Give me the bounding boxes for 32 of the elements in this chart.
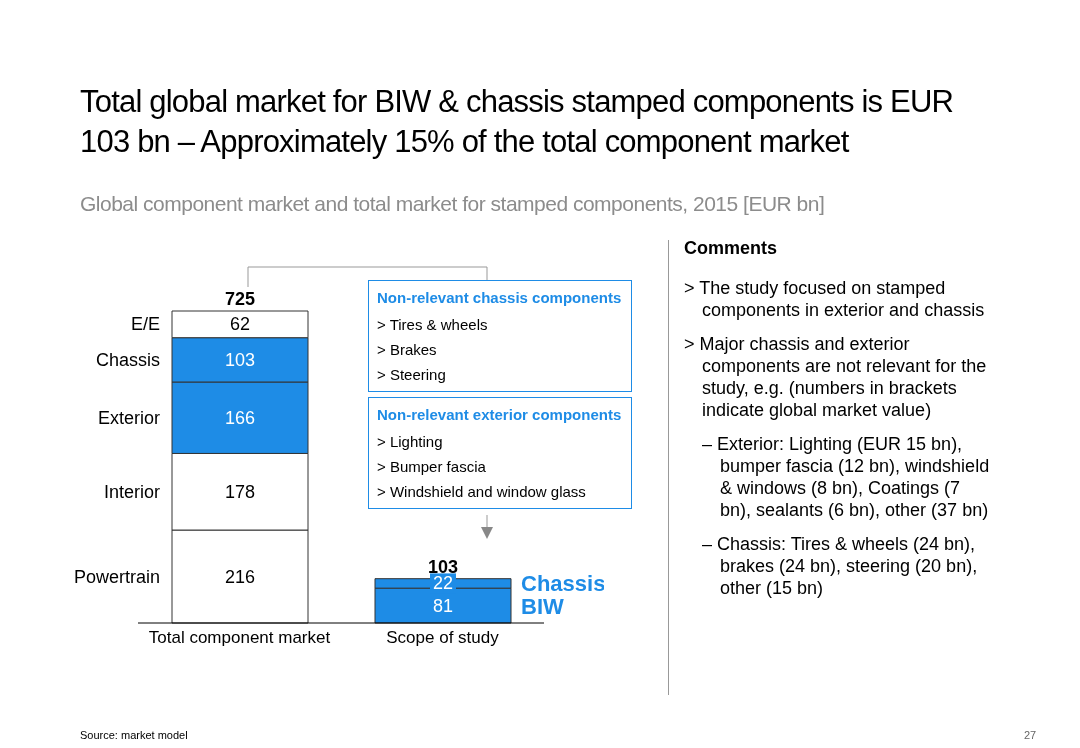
annotation: > Brakes [377, 340, 438, 360]
chart-subtitle: Global component market and total market for stamped components, 2015 [EUR bn] [80, 192, 826, 216]
data-label: 22 [432, 573, 454, 594]
series-label: Chassis [95, 349, 160, 370]
text: Non-relevant chassis components [377, 289, 623, 306]
data-label: 62 [229, 314, 251, 335]
annotation: Non-relevant exterior components [377, 406, 623, 423]
text: – Chassis: Tires & wheels (24 bn), brakes (24 bn), steering (20 bn), other (15 bn) [701, 533, 979, 599]
series-label: Powertrain [73, 566, 160, 587]
chart-title: Total global market for BIW & chassis stamped components is EUR 103 bn – Approximately 15% of the total component market [80, 83, 955, 161]
data-label: 103 [224, 349, 256, 370]
annotation: > Steering [377, 365, 447, 385]
data-label: 178 [224, 481, 256, 502]
annotation: > Tires & wheels [377, 315, 489, 335]
text: > Major chassis and exterior components are not relevant for the study, e.g. (numbers in brackets indicate global market value) [684, 333, 988, 421]
annotation: > Lighting [377, 432, 444, 452]
annotation: > Windshield and window glass [377, 482, 587, 502]
total-label: 725 [224, 289, 256, 309]
series-label: Exterior [97, 407, 161, 428]
annotation: > Bumper fascia [377, 457, 487, 477]
text: 27 [1024, 728, 1037, 742]
series-label: Interior [103, 481, 160, 502]
source-note: Source: market model [80, 728, 188, 742]
text: Comments [684, 238, 778, 259]
text: – Exterior: Lighting (EUR 15 bn), bumper fascia (12 bn), windshield & windows (8 bn), Coatings (7 bn), sealants (6 bn), other (37 bn) [701, 433, 991, 521]
series-label: E/E [130, 314, 160, 335]
x-tick-label: Total component market [148, 628, 331, 648]
x-tick-label: Scope of study [386, 628, 500, 648]
data-label: 216 [224, 566, 256, 587]
text: > The study focused on stamped components in exterior and chassis [684, 277, 986, 321]
data-label: 166 [224, 407, 256, 428]
data-label: 81 [432, 595, 454, 616]
